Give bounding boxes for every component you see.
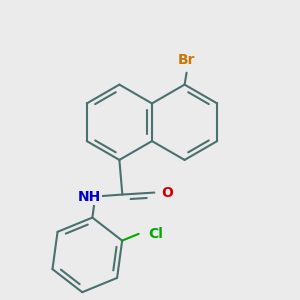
Text: NH: NH xyxy=(78,190,101,203)
Text: Br: Br xyxy=(178,53,195,67)
Text: O: O xyxy=(161,186,173,200)
Text: Cl: Cl xyxy=(148,227,163,241)
